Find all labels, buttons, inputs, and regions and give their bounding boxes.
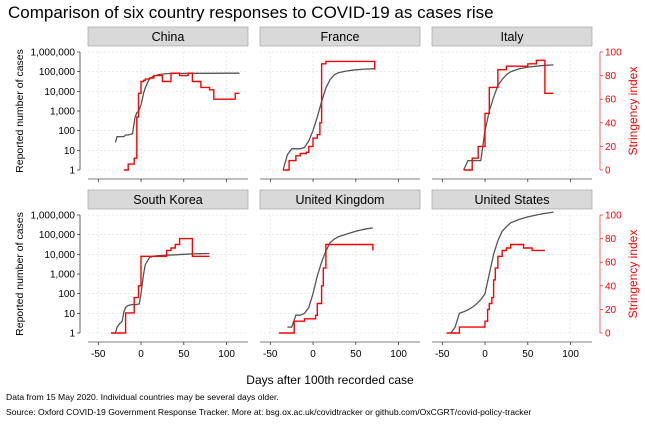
cases-line (450, 211, 554, 334)
y-axis-title-right: Stringency index (626, 230, 640, 319)
y-tick-label: 10,000 (44, 87, 75, 98)
panel-header (259, 189, 421, 210)
panel-title: Italy (501, 30, 525, 44)
y-tick-label: 100 (58, 126, 75, 137)
panel-title: France (321, 30, 360, 44)
cases-line (463, 64, 554, 171)
y-tick-label: 100,000 (39, 230, 76, 241)
x-tick-label: 0 (138, 349, 144, 360)
x-axis-title: Days after 100th recorded case (246, 373, 414, 387)
y-tick-label: 20 (605, 142, 617, 153)
source-note: Source: Oxford COVID-19 Government Respo… (6, 407, 532, 417)
stringency-line (111, 237, 210, 334)
stringency-line (283, 60, 376, 171)
x-tick-label: -50 (263, 349, 278, 360)
y-tick-label: 80 (605, 234, 617, 245)
x-tick-label: 50 (522, 349, 534, 360)
panel-header (431, 189, 593, 210)
cases-line (111, 252, 210, 334)
cases-line (114, 72, 240, 143)
x-tick-label: 100 (562, 349, 579, 360)
y-tick-label: 0 (605, 329, 611, 340)
y-tick-label: 10 (64, 309, 76, 320)
chart-title: Comparison of six country responses to C… (8, 3, 494, 22)
panel-title: South Korea (133, 193, 203, 207)
y-tick-label: 1 (69, 166, 75, 177)
y-tick-label: 100 (605, 48, 622, 59)
y-tick-label: 1,000 (50, 107, 75, 118)
x-tick-label: -50 (91, 349, 106, 360)
y-axis-title-right: Stringency index (626, 67, 640, 156)
panel-title: United Kingdom (296, 193, 385, 207)
panel-title: United States (474, 193, 549, 207)
x-tick-label: -50 (435, 349, 450, 360)
y-tick-label: 1,000,000 (31, 211, 76, 222)
stringency-line (446, 243, 545, 334)
y-tick-label: 20 (605, 305, 617, 316)
panel-south-korea: South Korea 1 10 100 1,000 10,000 100,000 1,000… (14, 189, 249, 360)
y-tick-label: 100 (58, 289, 75, 300)
panel-united-kingdom: United Kingdom -50 0 50 100 (259, 189, 421, 360)
stringency-line (463, 59, 554, 171)
y-tick-label: 40 (605, 118, 617, 129)
panel-france: France (259, 26, 421, 182)
panel-italy: Italy 0 20 40 60 80 100 Stringency index (431, 26, 640, 182)
y-tick-label: 1,000,000 (31, 48, 76, 59)
y-tick-label: 10,000 (44, 250, 75, 261)
cases-line (287, 227, 373, 328)
panel-title: China (152, 30, 185, 44)
y-axis-title-left: Reported number of cases (14, 212, 26, 336)
y-tick-label: 1 (69, 329, 75, 340)
y-tick-label: 1,000 (50, 270, 75, 281)
x-tick-label: 100 (218, 349, 235, 360)
x-tick-label: 50 (178, 349, 190, 360)
panel-header (259, 26, 421, 47)
y-tick-label: 10 (64, 146, 76, 157)
stringency-line (123, 72, 240, 171)
panel-china: China 1 10 100 1,000 10,000 100,000 1,000,000 Re… (14, 26, 249, 182)
x-tick-label: 50 (350, 349, 362, 360)
y-tick-label: 100,000 (39, 67, 76, 78)
panel-header (87, 26, 249, 47)
y-tick-label: 100 (605, 211, 622, 222)
panel-header (87, 189, 249, 210)
y-axis-title-left: Reported number of cases (14, 49, 26, 173)
x-tick-label: 0 (482, 349, 488, 360)
panel-header (431, 26, 593, 47)
x-tick-label: 0 (310, 349, 316, 360)
y-tick-label: 60 (605, 258, 617, 269)
cases-line (282, 68, 375, 171)
y-tick-label: 60 (605, 95, 617, 106)
x-tick-label: 100 (390, 349, 407, 360)
stringency-line (278, 243, 374, 334)
panel-united-states: United States 0 20 40 60 80 100 -50 0 50 100 String… (431, 189, 640, 360)
data-note: Data from 15 May 2020. Individual countr… (6, 392, 279, 402)
y-tick-label: 0 (605, 166, 611, 177)
y-tick-label: 40 (605, 281, 617, 292)
y-tick-label: 80 (605, 71, 617, 82)
